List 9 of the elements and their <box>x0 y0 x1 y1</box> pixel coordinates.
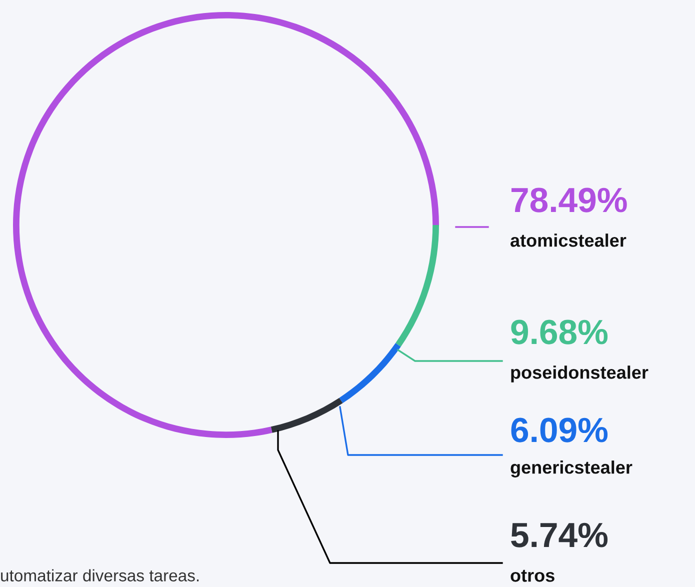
slice-label: atomicstealer <box>510 234 626 247</box>
slice-label: otros <box>510 570 554 582</box>
text: utomatizar diversas tareas. <box>1 569 199 582</box>
data-label: 9.68% <box>511 320 608 344</box>
slice-label: poseidonstealer <box>511 366 648 382</box>
data-label: 5.74% <box>511 522 608 548</box>
data-label: 78.49% <box>511 188 627 212</box>
slice-label: genericstealer <box>510 460 632 478</box>
data-label: 6.09% <box>511 418 608 442</box>
